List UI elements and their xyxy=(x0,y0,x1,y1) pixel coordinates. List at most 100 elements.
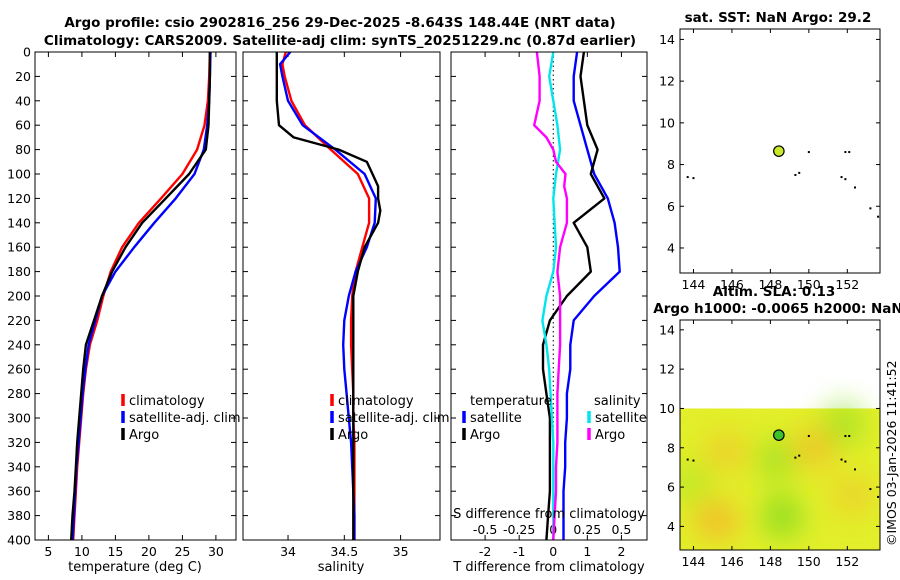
y-tick-label: 120 xyxy=(7,191,31,206)
sla-low-region xyxy=(761,494,802,539)
axes-frame xyxy=(34,51,237,541)
x-tick-label: -1 xyxy=(513,544,525,559)
series-line-s-argo xyxy=(533,52,569,540)
s-tick-label: 0.25 xyxy=(573,522,601,537)
x-tick-label: 148 xyxy=(758,554,782,569)
sla-high-region xyxy=(694,500,739,541)
x-tick-label: 20 xyxy=(141,544,157,559)
land-pixel xyxy=(692,177,695,180)
land-pixel xyxy=(692,459,695,462)
y-tick-label: 10 xyxy=(659,115,675,130)
x-tick-label: -2 xyxy=(479,544,491,559)
sla-map-panel: 144 146 148 150 152 4 6 8 10 12 14 xyxy=(659,319,881,569)
difference-xlabel: T difference from climatology xyxy=(452,560,645,575)
x-tick-label: 30 xyxy=(208,544,224,559)
s-tick-label: -0.25 xyxy=(503,522,535,537)
x-tick-label: 0 xyxy=(549,544,557,559)
temperature-legend: climatology satellite-adj. clim Argo xyxy=(121,394,241,443)
y-tick-label: 320 xyxy=(7,435,31,450)
land-pixel xyxy=(807,151,810,154)
y-tick-label: 20 xyxy=(15,69,31,84)
difference-top-label: S difference from climatology xyxy=(453,507,645,522)
y-tick-label: 260 xyxy=(7,362,31,377)
series-group xyxy=(70,52,212,540)
map-frame xyxy=(679,28,881,274)
legend-label-clim: climatology xyxy=(129,394,205,409)
sst-map-panel: 144 146 148 150 152 4 6 8 10 12 14 xyxy=(659,28,881,292)
temperature-panel: 5 10 15 20 25 3002040608010012014016018020022… xyxy=(7,45,237,559)
y-tick-label: 80 xyxy=(15,142,31,157)
land-pixel xyxy=(794,456,797,459)
x-tick-label: 1 xyxy=(583,544,591,559)
axes-frame xyxy=(242,51,441,541)
land-pixel xyxy=(877,495,880,498)
legend-label-sat: satellite-adj. clim xyxy=(129,411,241,426)
land-pixel xyxy=(869,488,872,491)
y-tick-label: 360 xyxy=(7,484,31,499)
land-pixel xyxy=(840,458,843,461)
x-tick-label: 34.5 xyxy=(330,544,358,559)
y-tick-label: 40 xyxy=(15,93,31,108)
x-tick-label: 5 xyxy=(44,544,52,559)
x-tick-label: 144 xyxy=(682,277,706,292)
legend-label-argo: Argo xyxy=(338,428,368,443)
land-pixel xyxy=(844,151,847,154)
y-tick-label: 4 xyxy=(667,240,675,255)
land-pixel xyxy=(869,207,872,210)
x-tick-label: 15 xyxy=(107,544,123,559)
y-tick-label: 12 xyxy=(659,74,675,89)
profile-location-marker xyxy=(773,145,785,157)
x-tick-label: 152 xyxy=(835,554,859,569)
y-tick-label: 400 xyxy=(7,533,31,548)
y-tick-label: 14 xyxy=(659,322,675,337)
y-tick-label: 4 xyxy=(667,519,675,534)
sla-map-title-1: Altim. SLA: 0.13 xyxy=(713,284,835,300)
series-line-t-argo xyxy=(541,52,606,540)
land-pixel xyxy=(840,176,843,179)
land-pixel xyxy=(686,458,689,461)
title-line-2: Climatology: CARS2009. Satellite-adj cli… xyxy=(44,33,636,49)
sla-field xyxy=(680,402,880,550)
y-tick-label: 60 xyxy=(15,118,31,133)
legend-label-sat: satellite-adj. clim xyxy=(338,411,450,426)
plot-area xyxy=(243,52,440,540)
y-tick-label: 240 xyxy=(7,337,31,352)
y-tick-label: 340 xyxy=(7,459,31,474)
salinity-legend: climatology satellite-adj. clim Argo xyxy=(330,394,450,443)
sla-field-blobs xyxy=(680,402,876,541)
legend-label-s-sat: satellite xyxy=(595,411,647,426)
y-tick-label: 0 xyxy=(23,45,31,60)
sla-high-region xyxy=(831,474,876,515)
y-tick-label: 100 xyxy=(7,167,31,182)
series-line-argo xyxy=(70,52,212,540)
land-pixel xyxy=(794,173,797,176)
y-tick-label: 8 xyxy=(667,440,675,455)
land-pixel xyxy=(844,178,847,181)
sla-map-title-2: Argo h1000: -0.0065 h2000: NaN xyxy=(653,301,900,317)
legend-header-salinity: salinity xyxy=(594,394,641,409)
series-line-satellite-adj-clim xyxy=(278,52,377,540)
legend-label-t-argo: Argo xyxy=(470,428,500,443)
y-tick-label: 12 xyxy=(659,362,675,377)
sla-low-region xyxy=(680,461,712,506)
land-pixel xyxy=(798,171,801,174)
x-tick-label: 150 xyxy=(797,277,821,292)
axes-frame xyxy=(450,51,648,541)
y-tick-label: 180 xyxy=(7,264,31,279)
x-tick-label: 146 xyxy=(720,277,744,292)
y-tick-label: 200 xyxy=(7,289,31,304)
land-pixel xyxy=(854,186,856,189)
x-tick-label: 2 xyxy=(617,544,625,559)
y-tick-label: 220 xyxy=(7,313,31,328)
legend-label-t-sat: satellite xyxy=(470,411,522,426)
y-tick-label: 160 xyxy=(7,240,31,255)
temperature-xlabel: temperature (deg C) xyxy=(68,560,202,575)
land-pixel xyxy=(854,468,856,471)
y-tick-label: 300 xyxy=(7,411,31,426)
series-line-t-satellite xyxy=(562,52,621,540)
legend-label-clim: climatology xyxy=(338,394,414,409)
y-tick-label: 10 xyxy=(659,401,675,416)
profile-location-marker xyxy=(773,429,785,441)
